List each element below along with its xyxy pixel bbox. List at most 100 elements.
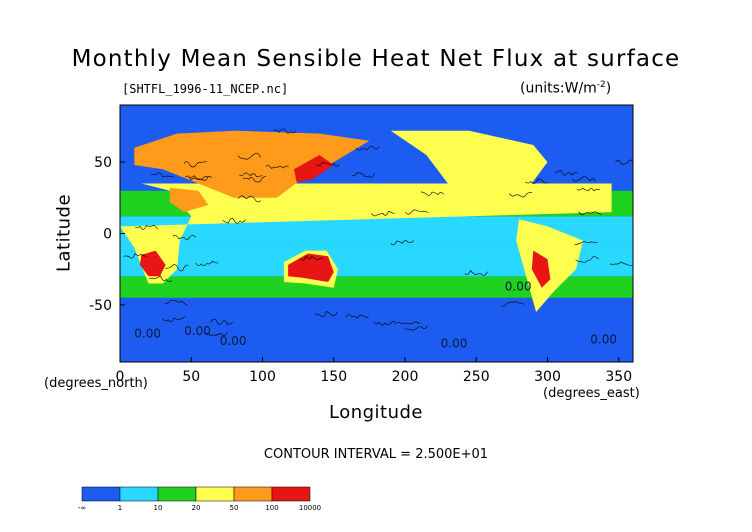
contour-labels: 0.00 0.00 0.00 0.00 0.00 0.00 xyxy=(134,280,617,351)
contour-line xyxy=(162,316,186,322)
contour-line xyxy=(373,321,397,326)
colorbar-tick-label: 50 xyxy=(230,504,239,512)
colorbar-tick-label: -∞ xyxy=(78,504,86,512)
contour-line xyxy=(164,300,188,306)
x-tick-label: 100 xyxy=(249,369,276,385)
contour-line xyxy=(500,301,525,307)
colorbar-tick-label: 1 xyxy=(118,504,122,512)
contour-line xyxy=(345,314,369,319)
x-tick-label: 250 xyxy=(463,369,490,385)
contour-line xyxy=(237,195,261,203)
x-tick-label: 150 xyxy=(320,369,347,385)
colorbar-tick-label: 10 xyxy=(154,504,163,512)
contour-line xyxy=(265,165,289,169)
colorbar: -∞ 1 10 20 50 100 10000 xyxy=(78,486,321,512)
contour-line xyxy=(397,321,421,325)
units-label: (units:W/m-2) xyxy=(520,80,612,97)
africa-core xyxy=(139,250,166,277)
band-subpolar xyxy=(120,297,633,320)
contour-line xyxy=(420,191,444,196)
x-tick-label: 300 xyxy=(534,369,561,385)
colorbar-swatch xyxy=(157,486,197,502)
colorbar-swatch xyxy=(271,486,311,502)
contour-line xyxy=(574,241,598,245)
contour-line xyxy=(464,269,488,276)
contour-line xyxy=(188,175,212,181)
colorbar-tick-label: 10000 xyxy=(299,504,321,512)
australia-core xyxy=(288,253,334,282)
contour-line xyxy=(239,172,263,178)
contour-line xyxy=(123,253,147,259)
contour-line xyxy=(405,209,429,215)
south-america-core xyxy=(531,250,551,288)
y-tick-label: 0 xyxy=(103,227,112,243)
band-midlat-south xyxy=(120,276,633,298)
y-tick-label: 50 xyxy=(94,155,112,171)
eurasia-region xyxy=(134,130,370,198)
contour-line xyxy=(390,240,414,246)
x-tick-label: 50 xyxy=(182,369,200,385)
contour-line xyxy=(151,172,175,178)
band-polar-north xyxy=(120,105,633,127)
contour-line xyxy=(134,224,158,230)
east-asia-core xyxy=(293,155,334,183)
contour-interval: CONTOUR INTERVAL = 2.500E+01 xyxy=(263,447,489,462)
colorbar-tick-label: 20 xyxy=(192,504,201,512)
contour-line xyxy=(615,159,633,165)
contour-line xyxy=(204,331,228,337)
y-unit-label: (degrees_north) xyxy=(44,376,148,391)
contour-line xyxy=(237,152,261,160)
contour-line xyxy=(578,211,602,215)
contour-line xyxy=(165,264,189,272)
x-unit-label: (degrees_east) xyxy=(543,386,640,401)
contour-line xyxy=(222,218,246,224)
x-axis-label: Longitude xyxy=(328,402,424,423)
contour-line xyxy=(314,310,339,318)
south-america-region xyxy=(516,219,584,312)
colorbar-swatch xyxy=(81,486,121,502)
contour-line xyxy=(149,275,173,282)
contour-line xyxy=(525,178,549,184)
contour-line xyxy=(371,210,395,217)
x-tick-label: 350 xyxy=(605,369,632,385)
contour-line xyxy=(575,256,599,264)
colorbar-swatch xyxy=(233,486,273,502)
colorbar-swatch xyxy=(195,486,235,502)
contour-line xyxy=(572,175,596,182)
contour-line xyxy=(300,255,324,261)
x-tick-label: 0 xyxy=(116,369,125,385)
contour-label: 0.00 xyxy=(220,334,247,348)
africa-region xyxy=(120,183,612,284)
contour-line xyxy=(273,128,297,134)
axes: 0 50 100 150 200 250 300 350 50 0 -50 xyxy=(89,155,632,385)
contour-label: 0.00 xyxy=(441,337,468,351)
chart-subtitle: [SHTFL_1996-11_NCEP.nc] xyxy=(122,82,289,96)
contour-line xyxy=(576,187,600,192)
contour-line xyxy=(183,161,208,168)
contour-line xyxy=(316,162,340,167)
contour-line xyxy=(172,234,197,240)
contour-label: 0.00 xyxy=(184,324,211,338)
contour-line xyxy=(242,176,266,183)
contour-label: 0.00 xyxy=(590,332,617,346)
flux-field xyxy=(120,105,633,362)
middle-east-core xyxy=(169,187,209,213)
contour-label: 0.00 xyxy=(505,280,532,294)
contour-line xyxy=(609,261,633,267)
antarctica-region xyxy=(120,330,633,362)
colorbar-swatch xyxy=(119,486,159,502)
contour-line xyxy=(509,192,533,198)
colorbar-tick-label: 100 xyxy=(265,504,278,512)
y-tick-label: -50 xyxy=(89,298,112,314)
contour-line xyxy=(404,325,428,331)
contour-line xyxy=(355,145,380,151)
contour-line xyxy=(195,260,219,266)
contour-label: 0.00 xyxy=(134,327,161,341)
contour-line xyxy=(555,169,579,176)
contour-line xyxy=(210,319,234,325)
contour-line xyxy=(351,172,375,178)
contour-lines xyxy=(123,128,633,337)
x-tick-label: 200 xyxy=(392,369,419,385)
chart-title: Monthly Mean Sensible Heat Net Flux at s… xyxy=(71,46,681,72)
